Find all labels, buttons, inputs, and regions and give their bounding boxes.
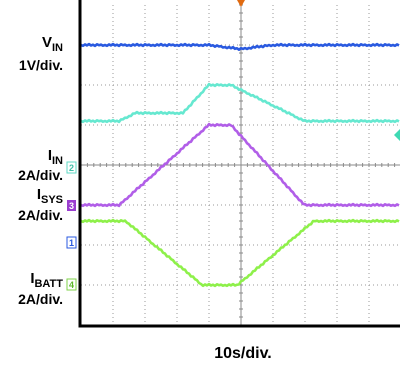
graticule	[80, 4, 400, 326]
ibatt-label: IBATT 2A/div.	[18, 270, 63, 307]
ibatt-label-main: I	[30, 270, 34, 287]
vin-label-main: V	[42, 34, 52, 51]
svg-text:ISYS: ISYS	[37, 186, 63, 206]
isys-label-sub: SYS	[41, 194, 63, 206]
ch1-marker-label: 1	[69, 238, 74, 248]
isys-label: ISYS 2A/div.	[18, 186, 63, 223]
ibatt-label-sub: BATT	[34, 278, 63, 290]
traces	[80, 42, 400, 288]
trace-ch1	[80, 42, 400, 52]
vin-label-sub: IN	[52, 42, 63, 54]
ibatt-scale: 2A/div.	[18, 291, 63, 307]
ch1-marker: 1	[66, 236, 77, 249]
trigger-level-marker	[394, 129, 400, 141]
iin-label-main: I	[48, 147, 52, 164]
vin-scale: 1V/div.	[19, 57, 63, 73]
timebase-label: 10s/div.	[214, 345, 272, 362]
trigger-position-marker	[237, 0, 245, 7]
trace-ch3	[80, 122, 400, 208]
svg-text:VIN: VIN	[42, 34, 63, 54]
ch4-marker-label: 4	[69, 280, 74, 290]
isys-scale: 2A/div.	[18, 207, 63, 223]
ch3-marker: 3	[67, 200, 76, 211]
vin-label: VIN 1V/div.	[19, 34, 63, 73]
svg-text:IBATT: IBATT	[30, 270, 63, 290]
trace-ch4	[80, 218, 400, 288]
iin-scale: 2A/div.	[18, 167, 63, 183]
ch4-marker: 4	[66, 278, 77, 291]
plot-frame	[78, 0, 400, 328]
iin-label: IIN 2A/div.	[18, 147, 63, 183]
ch2-marker: 2	[66, 161, 77, 174]
ch2-marker-label: 2	[69, 163, 74, 173]
svg-text:IIN: IIN	[48, 147, 63, 167]
ch3-marker-label: 3	[69, 201, 74, 211]
iin-label-sub: IN	[52, 155, 63, 167]
isys-label-main: I	[37, 186, 41, 203]
trace-ch2	[80, 82, 400, 124]
